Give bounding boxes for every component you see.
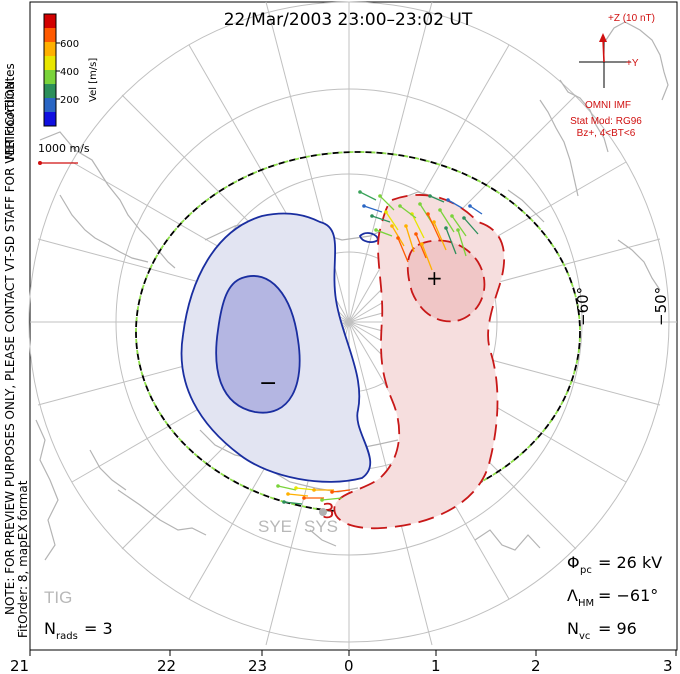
colorbar-label: Vel [m/s] [88, 58, 99, 102]
mlt-tick-3: 3 [663, 657, 673, 674]
imf-panel: +Z (10 nT) +Y OMNI IMF Stat Mod: RG96 Bz… [570, 13, 655, 139]
stat-nvc: N vc = 96 [567, 619, 637, 642]
svg-text:pc: pc [580, 565, 592, 576]
stat-phi-pc: Φ pc = 26 kV [567, 553, 662, 576]
mlt-tick-22: 22 [157, 657, 176, 674]
positive-cell-marker: + [426, 266, 443, 290]
station-sys: SYS [304, 517, 338, 536]
fit-order: FitOrder: 8, mapEX format [16, 480, 30, 638]
colorbar-cell [44, 14, 56, 29]
lat-label-60: −60° [574, 287, 592, 326]
imf-source: OMNI IMF [585, 100, 631, 111]
colorbar-tick-600: 600 [60, 39, 79, 50]
plot-title: 22/Mar/2003 23:00–23:02 UT [224, 10, 473, 30]
svg-text:HM: HM [578, 598, 594, 609]
stat-lambda-hm: Λ HM = −61° [567, 586, 658, 609]
station-sye: SYE [258, 517, 292, 536]
coord-label: MLT coordinates [3, 63, 17, 160]
mlt-tick-23: 23 [248, 657, 267, 674]
mlt-axis: 21 22 23 0 1 2 3 [10, 650, 677, 674]
negative-cell-inner [215, 275, 301, 414]
colorbar-cell [44, 84, 56, 99]
station-marker [319, 508, 327, 516]
mlt-tick-0: 0 [344, 657, 354, 674]
stat-model: Stat Mod: RG96 [570, 116, 642, 127]
colorbar-tick-400: 400 [60, 67, 79, 78]
svg-text:N: N [44, 619, 56, 638]
colorbar-cell [44, 112, 56, 127]
velocity-vectors [276, 190, 483, 505]
svg-text:vc: vc [579, 631, 590, 642]
hm-boundary [135, 151, 581, 513]
imf-z-label: +Z (10 nT) [608, 13, 655, 24]
svg-text:= 96: = 96 [598, 619, 637, 638]
map-area: − + 3 SYE SYS TIG [28, 1, 677, 650]
mlt-tick-2: 2 [531, 657, 541, 674]
svg-text:Φ: Φ [567, 553, 580, 572]
scale-vector-dot [38, 161, 42, 165]
colorbar-cell [44, 28, 56, 43]
svg-text:= −61°: = −61° [598, 586, 658, 605]
preview-note: NOTE: FOR PREVIEW PURPOSES ONLY, PLEASE … [3, 77, 17, 615]
mlt-tick-1: 1 [431, 657, 441, 674]
colorbar-cell [44, 70, 56, 85]
imf-arrowhead-icon [599, 33, 607, 42]
colorbar-cell [44, 56, 56, 71]
svg-text:= 26 kV: = 26 kV [598, 553, 662, 572]
colorbar-cell [44, 42, 56, 57]
positive-contour-label: 3 [322, 499, 335, 523]
velocity-colorbar: 600 400 200 Vel [m/s] [43, 13, 99, 127]
svg-text:N: N [567, 619, 579, 638]
imf-y-label: +Y [626, 58, 639, 69]
colorbar-tick-200: 200 [60, 95, 79, 106]
imf-condition: Bz+, 4<BT<6 [577, 128, 636, 139]
negative-cell-marker: − [259, 371, 277, 396]
svg-text:rads: rads [56, 631, 78, 642]
stat-nrads: N rads = 3 [44, 619, 113, 642]
svg-text:Λ: Λ [567, 586, 578, 605]
lat-label-50: −50° [652, 287, 670, 326]
scale-vector-label: 1000 m/s [38, 142, 90, 155]
svg-text:= 3: = 3 [84, 619, 113, 638]
station-tig: TIG [44, 588, 72, 607]
colorbar-cell [44, 98, 56, 113]
positive-cell-inner [406, 239, 486, 323]
mlt-tick-21: 21 [10, 657, 29, 674]
